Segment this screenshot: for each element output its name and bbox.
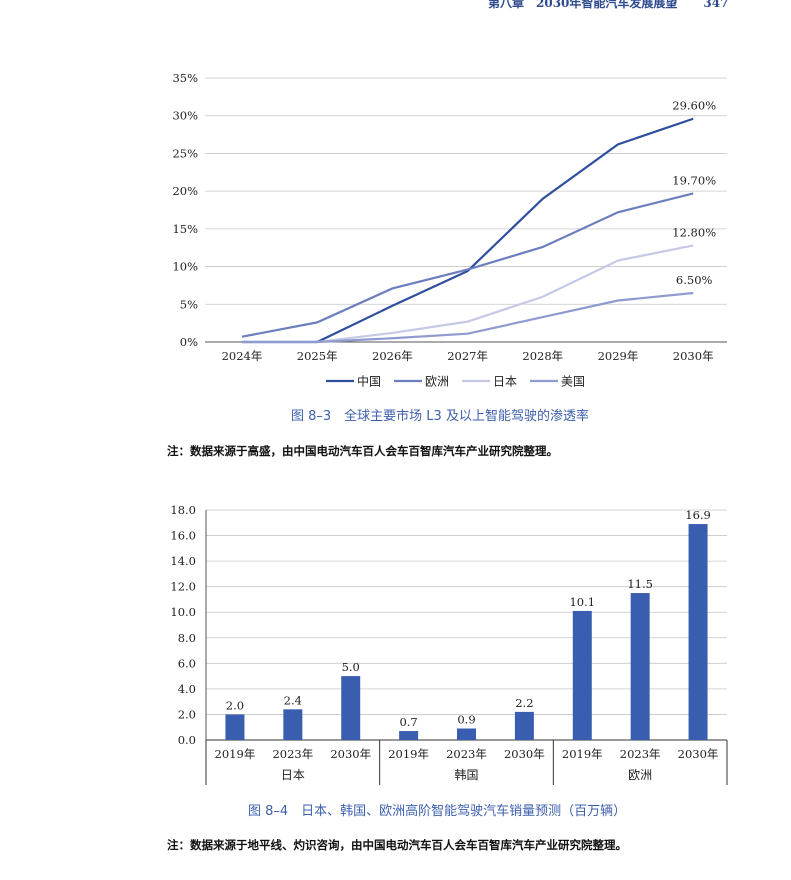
legend-label: 美国 [561, 375, 585, 389]
x-tick-label: 2023年 [620, 747, 661, 761]
penetration-line-chart: 0% 5% 10% 15% 20% 25% 30% 35% 2024年 2025年 2026年 202… [172, 71, 727, 389]
bar [225, 714, 245, 740]
x-tick-label: 2030年 [504, 747, 545, 761]
bar-value-label: 2.2 [515, 696, 533, 710]
x-tick-label: 2030年 [673, 349, 714, 363]
legend-label: 日本 [493, 375, 517, 389]
legend-label: 中国 [357, 374, 381, 389]
bar-value-label: 10.1 [569, 595, 595, 609]
legend-label: 欧洲 [425, 375, 449, 389]
end-value-label: 29.60% [672, 99, 716, 113]
bar-value-label: 16.9 [685, 508, 711, 522]
y-tick-label: 0% [180, 335, 198, 349]
y-tick-label: 8.0 [178, 631, 196, 645]
x-tick-label: 2030年 [678, 747, 719, 761]
bar [341, 676, 361, 740]
bar [514, 711, 534, 740]
bar [688, 524, 708, 740]
y-tick-label: 20% [172, 184, 198, 198]
group-label: 韩国 [454, 767, 478, 782]
y-tick-label: 16.0 [170, 529, 196, 543]
bar [630, 593, 650, 740]
figure-8-3-caption: 图 8–3 全球主要市场 L3 及以上智能驾驶的渗透率 [291, 409, 589, 424]
y-tick-label: 4.0 [178, 682, 196, 696]
sales-bar-chart: 0.0 2.0 4.0 6.0 8.0 10.0 12.0 14.0 16.0 18.0 2.0 20… [170, 503, 728, 785]
x-tick-label: 2029年 [598, 349, 639, 363]
x-tick-label: 2024年 [222, 349, 263, 363]
running-header: 第八章 2030年智能汽车发展展望 347 [488, 0, 728, 11]
y-tick-label: 10% [172, 260, 198, 274]
end-value-label: 12.80% [672, 225, 716, 239]
y-tick-label: 15% [172, 222, 198, 236]
figure-8-4-caption: 图 8–4 日本、韩国、欧洲高阶智能驾驶汽车销量预测（百万辆） [248, 804, 627, 819]
x-tick-label: 2027年 [447, 349, 488, 363]
chapter-title: 第八章 2030年智能汽车发展展望 [488, 0, 678, 10]
x-tick-label: 2028年 [522, 349, 563, 363]
end-value-label: 6.50% [676, 273, 713, 287]
x-tick-label: 2025年 [297, 349, 338, 363]
y-tick-label: 18.0 [170, 503, 196, 517]
x-tick-label: 2023年 [446, 747, 487, 761]
x-tick-label: 2023年 [272, 747, 313, 761]
bar-value-label: 11.5 [627, 577, 653, 591]
y-tick-label: 6.0 [178, 656, 196, 670]
end-value-label: 19.70% [672, 173, 716, 187]
y-tick-label: 2.0 [178, 707, 196, 721]
y-tick-label: 25% [172, 146, 198, 160]
y-tick-label: 35% [172, 71, 198, 85]
x-tick-label: 2019年 [215, 747, 256, 761]
y-tick-label: 0.0 [178, 733, 196, 747]
group-label: 日本 [281, 768, 305, 782]
figure-8-4-note: 注：数据来源于地平线、灼识咨询，由中国电动汽车百人会车百智库汽车产业研究院整理。 [167, 838, 627, 852]
x-tick-label: 2019年 [388, 747, 429, 761]
group-label: 欧洲 [628, 768, 652, 782]
figure-8-3-note: 注：数据来源于高盛，由中国电动汽车百人会车百智库汽车产业研究院整理。 [167, 444, 558, 458]
bar [572, 610, 592, 740]
bar [399, 731, 419, 740]
x-tick-label: 2030年 [330, 747, 371, 761]
x-tick-label: 2026年 [372, 349, 413, 363]
y-tick-label: 12.0 [170, 580, 196, 594]
bar-value-label: 2.4 [284, 693, 302, 707]
y-tick-label: 30% [172, 109, 198, 123]
bar-value-label: 0.7 [399, 715, 417, 729]
y-tick-label: 5% [180, 297, 198, 311]
x-tick-label: 2019年 [562, 747, 603, 761]
y-tick-label: 14.0 [170, 554, 196, 568]
y-tick-label: 10.0 [170, 605, 196, 619]
bar-value-label: 5.0 [342, 660, 360, 674]
bar [457, 728, 476, 740]
bar-value-label: 2.0 [226, 698, 244, 712]
bar [283, 709, 303, 740]
page-number: 347 [703, 0, 729, 10]
bar-value-label: 0.9 [457, 713, 475, 727]
